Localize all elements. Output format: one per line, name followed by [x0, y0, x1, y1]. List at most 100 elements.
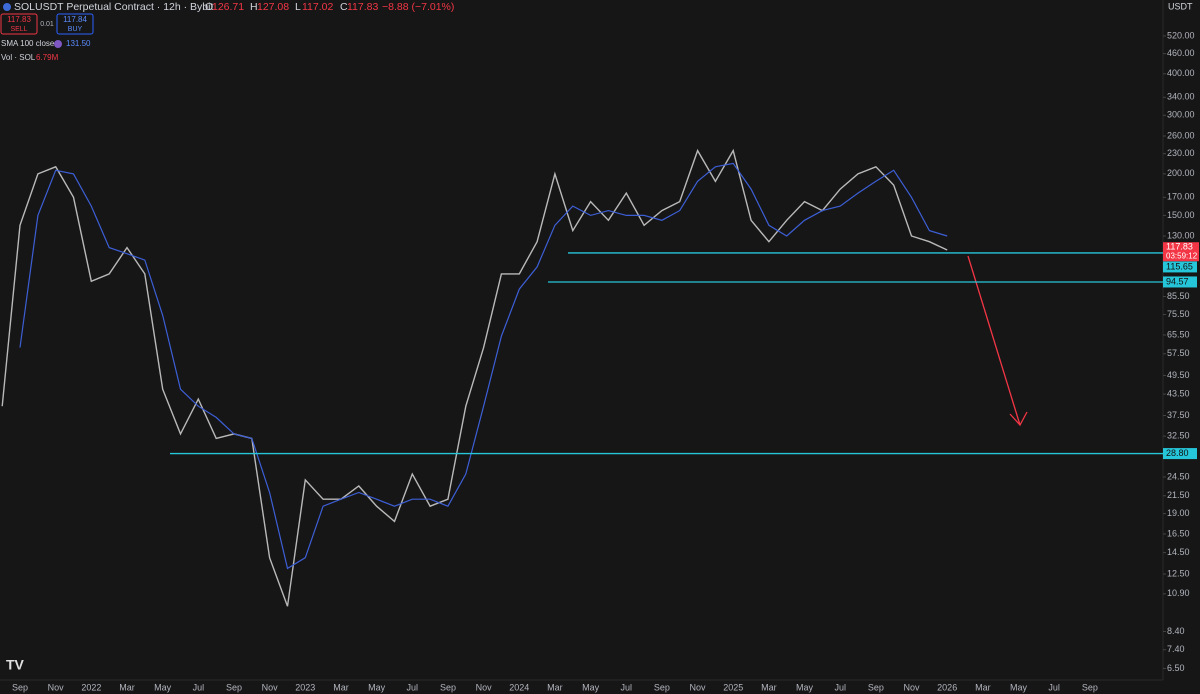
- x-tick-label: May: [368, 682, 386, 692]
- sma-line: [19, 162, 948, 570]
- sell-label: SELL: [10, 26, 27, 33]
- sma-value: 131.50: [66, 39, 91, 48]
- vol-name[interactable]: Vol · SOL: [1, 53, 36, 62]
- ohlc-key: C: [340, 1, 348, 13]
- ohlc-value: 117.02: [302, 1, 333, 13]
- y-tick-label: 520.00: [1167, 30, 1195, 40]
- ohlc-key: O: [205, 1, 213, 13]
- x-tick-label: Jul: [407, 682, 419, 692]
- countdown: 03:59:12: [1166, 251, 1198, 260]
- y-tick-label: 300.00: [1167, 110, 1195, 120]
- x-tick-label: May: [796, 682, 814, 692]
- y-tick-label: 8.40: [1167, 626, 1185, 636]
- sma-icon: [54, 40, 62, 48]
- ohlc-value: 126.71: [212, 1, 244, 13]
- y-tick-label: 21.50: [1167, 490, 1190, 500]
- x-tick-label: Sep: [226, 682, 242, 692]
- x-tick-label: May: [154, 682, 172, 692]
- y-tick-label: 49.50: [1167, 370, 1190, 380]
- y-tick-label: 14.50: [1167, 547, 1190, 557]
- x-tick-label: May: [1010, 682, 1028, 692]
- y-tick-label: 460.00: [1167, 48, 1195, 58]
- x-tick-label: Mar: [119, 682, 135, 692]
- x-tick-label: Jul: [193, 682, 205, 692]
- y-tick-label: 37.50: [1167, 410, 1190, 420]
- change: −8.88 (−7.01%): [382, 1, 454, 13]
- level-label: 115.65: [1166, 261, 1193, 271]
- buy-button[interactable]: [56, 13, 94, 35]
- y-tick-label: 150.00: [1167, 210, 1195, 220]
- ohlc-key: L: [295, 1, 301, 13]
- y-tick-label: 170.00: [1167, 192, 1195, 202]
- y-tick-label: 32.50: [1167, 431, 1190, 441]
- x-tick-label: Jul: [1048, 682, 1060, 692]
- x-tick-label: Sep: [654, 682, 670, 692]
- ohlc-key: H: [250, 1, 258, 13]
- y-tick-label: 260.00: [1167, 130, 1195, 140]
- level-tag: [1163, 261, 1197, 273]
- y-tick-label: 57.50: [1167, 348, 1190, 358]
- spread: 0.01: [40, 21, 54, 28]
- y-tick-label: 200.00: [1167, 168, 1195, 178]
- x-tick-label: Nov: [690, 682, 707, 692]
- x-tick-label: Sep: [440, 682, 456, 692]
- buy-label: BUY: [68, 26, 83, 33]
- currency[interactable]: USDT: [1168, 1, 1193, 11]
- sell-price: 117.83: [7, 15, 31, 24]
- x-tick-label: May: [582, 682, 600, 692]
- y-tick-label: 340.00: [1167, 92, 1195, 102]
- x-tick-label: Nov: [48, 682, 65, 692]
- y-tick-label: 43.50: [1167, 388, 1190, 398]
- ohlc-value: 127.08: [257, 1, 289, 13]
- sma-name[interactable]: SMA 100 close: [1, 39, 55, 48]
- x-tick-label: 2022: [81, 682, 101, 692]
- last-price-tag: [1163, 242, 1199, 262]
- level-tag: [1163, 276, 1197, 288]
- symbol-title[interactable]: SOLUSDT Perpetual Contract · 12h · Bybit: [14, 1, 213, 13]
- y-tick-label: 12.50: [1167, 568, 1190, 578]
- y-tick-label: 19.00: [1167, 508, 1190, 518]
- x-tick-label: 2024: [509, 682, 529, 692]
- x-tick-label: Mar: [975, 682, 991, 692]
- level-label: 94.57: [1166, 276, 1189, 286]
- buy-price: 117.84: [63, 15, 87, 24]
- x-tick-label: 2026: [937, 682, 957, 692]
- x-tick-label: Sep: [868, 682, 884, 692]
- y-tick-label: 65.50: [1167, 329, 1190, 339]
- y-tick-label: 130.00: [1167, 230, 1195, 240]
- y-tick-label: 85.50: [1167, 291, 1190, 301]
- x-tick-label: Mar: [547, 682, 563, 692]
- x-tick-label: Nov: [476, 682, 493, 692]
- symbol-icon: [3, 3, 11, 11]
- vol-value: 6.79M: [36, 53, 59, 62]
- sell-button[interactable]: [0, 13, 38, 35]
- price-line: [1, 148, 948, 607]
- x-tick-label: Sep: [12, 682, 28, 692]
- x-tick-label: 2023: [295, 682, 315, 692]
- x-tick-label: Mar: [333, 682, 349, 692]
- x-tick-label: Nov: [262, 682, 279, 692]
- x-tick-label: Nov: [904, 682, 921, 692]
- y-tick-label: 75.50: [1167, 309, 1190, 319]
- x-tick-label: Jul: [620, 682, 632, 692]
- ohlc-value: 117.83: [347, 1, 378, 13]
- level-tag: [1163, 448, 1197, 460]
- forecast-arrow: [967, 255, 1028, 427]
- tv-logo[interactable]: TV: [6, 657, 25, 673]
- level-label: 28.80: [1166, 448, 1189, 458]
- y-tick-label: 400.00: [1167, 68, 1195, 78]
- y-tick-label: 230.00: [1167, 148, 1195, 158]
- y-tick-label: 24.50: [1167, 471, 1190, 481]
- y-tick-label: 6.50: [1167, 663, 1185, 673]
- x-tick-label: Jul: [834, 682, 846, 692]
- x-tick-label: Sep: [1082, 682, 1098, 692]
- x-tick-label: 2025: [723, 682, 743, 692]
- x-tick-label: Mar: [761, 682, 777, 692]
- y-tick-label: 10.90: [1167, 588, 1190, 598]
- y-tick-label: 16.50: [1167, 528, 1190, 538]
- last-price-label: 117.83: [1166, 242, 1193, 252]
